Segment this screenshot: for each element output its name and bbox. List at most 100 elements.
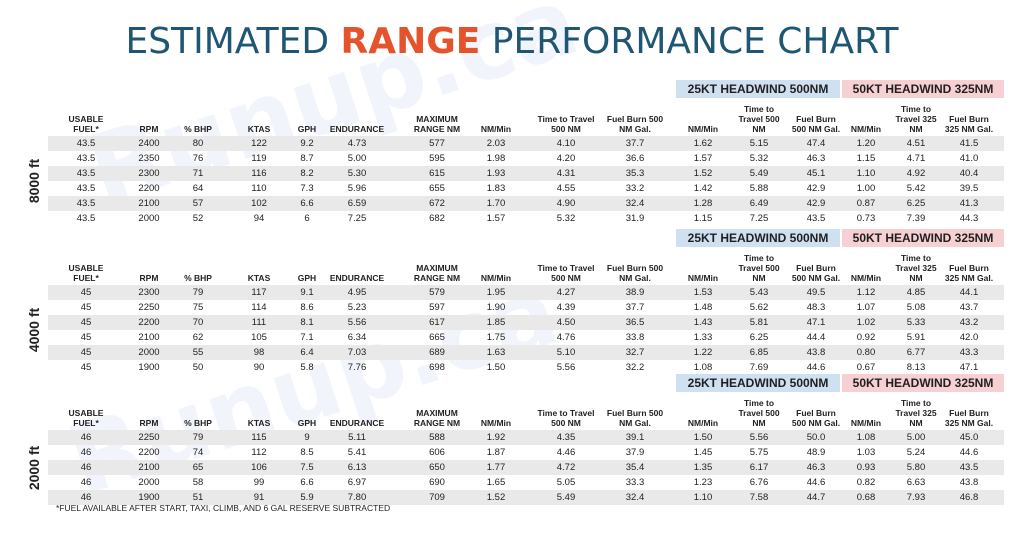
table-cell: 50 <box>192 362 204 373</box>
table-cell: 8.13 <box>906 362 926 373</box>
table-cell: 577 <box>429 138 445 149</box>
column-header: Fuel Burn 325 NM Gal. <box>944 263 994 283</box>
table-cell: 33.2 <box>625 183 645 194</box>
table-cell: 1.70 <box>486 198 506 209</box>
table-row: 43.5 2100 57 102 6.6 6.59 672 1.70 4.90 32.4 1.28 6… <box>48 196 1004 211</box>
table-cell: 4.92 <box>906 168 926 179</box>
table-cell: 47.1 <box>806 317 826 328</box>
table-row: 46 2000 58 99 6.6 6.97 690 1.65 5.05 33.3 1.23 6.76… <box>48 475 1004 490</box>
headwind-25kt-header: 25KT HEADWIND 500NM <box>676 374 840 392</box>
table-cell: 122 <box>251 138 267 149</box>
table-cell: 1.65 <box>486 477 506 488</box>
table-cell: 33.8 <box>625 332 645 343</box>
table-cell: 45 <box>80 347 92 358</box>
table-cell: 115 <box>251 432 267 443</box>
table-cell: 74 <box>192 447 204 458</box>
column-header: Fuel Burn 500 NM Gal. <box>791 408 841 428</box>
table-cell: 1900 <box>138 362 160 373</box>
table-cell: 32.4 <box>625 198 645 209</box>
table-cell: 650 <box>429 462 445 473</box>
table-row: 45 2300 79 117 9.1 4.95 579 1.95 4.27 38.9 1.53 5.4… <box>48 285 1004 300</box>
column-header: NM/Min <box>850 124 882 134</box>
table-row: 43.5 2200 64 110 7.3 5.96 655 1.83 4.55 33.2 1.42 5… <box>48 181 1004 196</box>
table-cell: 6.6 <box>300 477 314 488</box>
table-cell: 105 <box>251 332 267 343</box>
table-cell: 1.07 <box>856 302 876 313</box>
table-cell: 42.9 <box>806 183 826 194</box>
column-header: Fuel Burn 500 NM Gal. <box>606 263 664 283</box>
table-cell: 7.39 <box>906 213 926 224</box>
table-cell: 5.00 <box>906 432 926 443</box>
table-cell: 2300 <box>138 168 160 179</box>
table-cell: 7.93 <box>906 492 926 503</box>
table-row: 46 2250 79 115 9 5.11 588 1.92 4.35 39.1 1.50 5.56 5… <box>48 430 1004 445</box>
table-cell: 46 <box>80 477 92 488</box>
column-header: Fuel Burn 500 NM Gal. <box>606 114 664 134</box>
table-cell: 46.3 <box>806 462 826 473</box>
table-cell: 32.4 <box>625 492 645 503</box>
table-row: 43.5 2300 71 116 8.2 5.30 615 1.93 4.31 35.3 1.52 5… <box>48 166 1004 181</box>
table-cell: 0.93 <box>856 462 876 473</box>
altitude-label: 8000 ft <box>20 136 48 226</box>
table-cell: 36.6 <box>625 153 645 164</box>
column-header: NM/Min <box>480 418 512 428</box>
table-cell: 1.85 <box>486 317 506 328</box>
table-cell: 1.15 <box>693 213 713 224</box>
table-cell: 46 <box>80 432 92 443</box>
table-cell: 5.42 <box>906 183 926 194</box>
table-cell: 1.53 <box>693 287 713 298</box>
table-cell: 6.25 <box>906 198 926 209</box>
column-header: % BHP <box>184 124 212 134</box>
column-header: Time to Travel 325 NM <box>895 398 937 428</box>
table-cell: 5.91 <box>906 332 926 343</box>
table-cell: 114 <box>251 302 267 313</box>
table-cell: 58 <box>192 477 204 488</box>
table-row: 45 2250 75 114 8.6 5.23 597 1.90 4.39 37.7 1.48 5.6… <box>48 300 1004 315</box>
table-cell: 690 <box>429 477 445 488</box>
table-cell: 1.28 <box>693 198 713 209</box>
column-header: GPH <box>297 273 317 283</box>
table-cell: 42.0 <box>959 332 979 343</box>
table-cell: 7.76 <box>347 362 367 373</box>
table-cell: 35.3 <box>625 168 645 179</box>
column-header: NM/Min <box>687 418 719 428</box>
column-header: Time to Travel 325 NM <box>895 253 937 283</box>
table-cell: 606 <box>429 447 445 458</box>
table-cell: 7.80 <box>347 492 367 503</box>
table-cell: 7.69 <box>749 362 769 373</box>
column-header: NM/Min <box>687 273 719 283</box>
table-cell: 5.30 <box>347 168 367 179</box>
table-cell: 41.0 <box>959 153 979 164</box>
table-cell: 106 <box>251 462 267 473</box>
column-header: MAXIMUM RANGE NM <box>413 408 461 428</box>
table-cell: 43.5 <box>76 198 96 209</box>
table-cell: 2200 <box>138 317 160 328</box>
table-cell: 5.49 <box>749 168 769 179</box>
table-section: 25KT HEADWIND 500NM 50KT HEADWIND 325NM US… <box>20 374 1004 505</box>
table-cell: 45 <box>80 317 92 328</box>
table-cell: 2100 <box>138 462 160 473</box>
table-cell: 5.32 <box>749 153 769 164</box>
table-cell: 49.5 <box>806 287 826 298</box>
table-cell: 46 <box>80 462 92 473</box>
table-cell: 5.00 <box>347 153 367 164</box>
table-cell: 65 <box>192 462 204 473</box>
table-cell: 2250 <box>138 302 160 313</box>
table-cell: 698 <box>429 362 445 373</box>
table-cell: 4.90 <box>556 198 576 209</box>
table-cell: 42.9 <box>806 198 826 209</box>
table-cell: 1.50 <box>693 432 713 443</box>
table-cell: 6.77 <box>906 347 926 358</box>
table-cell: 0.73 <box>856 213 876 224</box>
table-cell: 44.7 <box>806 492 826 503</box>
table-cell: 41.5 <box>959 138 979 149</box>
table-cell: 5.10 <box>556 347 576 358</box>
table-cell: 45 <box>80 302 92 313</box>
column-header: % BHP <box>184 273 212 283</box>
table-cell: 655 <box>429 183 445 194</box>
table-cell: 1.20 <box>856 138 876 149</box>
column-header: Time to Travel 500 NM <box>738 104 780 134</box>
altitude-label-text: 4000 ft <box>26 307 43 353</box>
table-cell: 1.95 <box>486 287 506 298</box>
table-cell: 2250 <box>138 432 160 443</box>
